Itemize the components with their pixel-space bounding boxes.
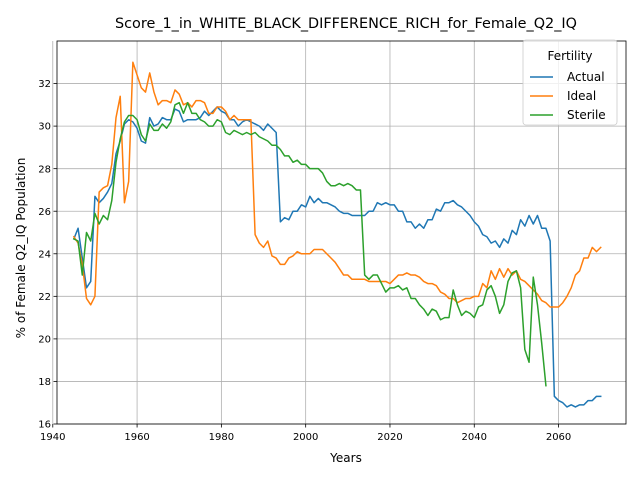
x-tick-label: 2040 — [462, 432, 487, 443]
x-axis-label: Years — [329, 451, 362, 465]
y-tick-label: 16 — [38, 420, 51, 431]
y-tick-label: 22 — [38, 292, 51, 303]
x-tick-label: 1940 — [40, 432, 65, 443]
legend-title: Fertility — [547, 49, 592, 63]
legend: Fertility Actual Ideal Sterile — [522, 39, 618, 126]
x-tick-label: 2060 — [546, 432, 571, 443]
legend-items: Actual Ideal Sterile — [530, 70, 606, 122]
y-axis-label: % of Female Q2_IQ Population — [14, 158, 28, 339]
series-line-sterile — [72, 101, 547, 387]
chart-title: Score_1_in_WHITE_BLACK_DIFFERENCE_RICH_f… — [115, 16, 577, 32]
plot-area-frame — [56, 40, 627, 425]
y-tick-label: 26 — [38, 207, 51, 218]
y-tick-label: 32 — [38, 79, 51, 90]
legend-label-sterile: Sterile — [567, 108, 606, 122]
y-tick-label: 24 — [38, 249, 51, 260]
series-line-ideal — [72, 61, 602, 308]
x-tick-label: 2000 — [293, 432, 318, 443]
legend-label-ideal: Ideal — [567, 89, 596, 103]
x-tick-label: 2020 — [377, 432, 402, 443]
y-tick-label: 30 — [38, 122, 51, 133]
series-layer — [72, 61, 602, 408]
legend-frame — [522, 39, 618, 126]
y-tick-label: 18 — [38, 377, 51, 388]
x-tick-label: 1980 — [209, 432, 234, 443]
y-tick-label: 28 — [38, 164, 51, 175]
x-tick-label: 1960 — [124, 432, 149, 443]
legend-label-actual: Actual — [567, 70, 605, 84]
axis-ticks: 1940 1960 1980 2000 2020 2040 2060 16 18 20 22 24 26… — [38, 79, 571, 443]
y-tick-label: 20 — [38, 334, 51, 345]
series-line-actual — [72, 106, 602, 408]
